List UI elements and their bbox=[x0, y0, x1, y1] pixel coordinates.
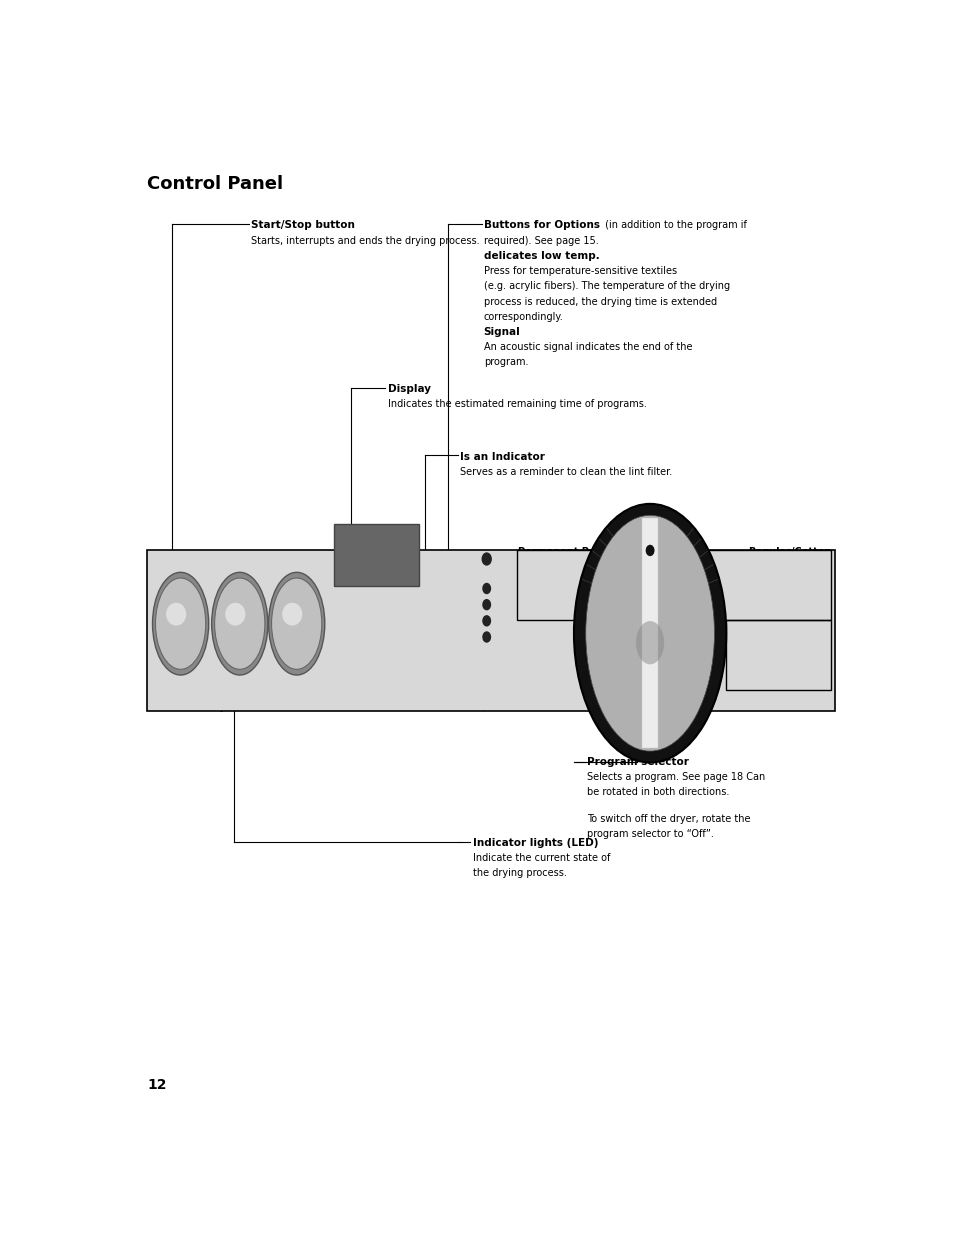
Text: 60 min: 60 min bbox=[493, 655, 524, 663]
Text: Indicate the current state of: Indicate the current state of bbox=[472, 853, 609, 863]
FancyBboxPatch shape bbox=[147, 551, 834, 711]
Text: Buttons for Options: Buttons for Options bbox=[483, 221, 599, 231]
Text: (e.g. acrylic fibers). The temperature of the drying: (e.g. acrylic fibers). The temperature o… bbox=[483, 282, 729, 291]
Text: correspondingly.: correspondingly. bbox=[483, 311, 563, 322]
Text: Is an Indicator: Is an Indicator bbox=[459, 452, 544, 462]
Text: Time Dry: Time Dry bbox=[784, 695, 830, 704]
Text: 12: 12 bbox=[147, 1078, 167, 1092]
Circle shape bbox=[482, 599, 491, 610]
Text: Press for temperature-sensitive textiles: Press for temperature-sensitive textiles bbox=[483, 266, 677, 277]
Text: 1:02: 1:02 bbox=[353, 543, 399, 563]
Text: Pause: Pause bbox=[165, 567, 192, 576]
Text: program selector to “Off”.: program selector to “Off”. bbox=[587, 829, 714, 839]
Text: Start: Start bbox=[165, 555, 187, 563]
Ellipse shape bbox=[585, 515, 714, 751]
Text: Signal: Signal bbox=[483, 327, 520, 337]
Text: required). See page 15.: required). See page 15. bbox=[483, 236, 598, 246]
Text: Drying: Drying bbox=[496, 630, 526, 638]
Text: Start/Stop button: Start/Stop button bbox=[251, 221, 355, 231]
Circle shape bbox=[482, 615, 491, 626]
Text: Wrinkle block: Wrinkle block bbox=[496, 582, 557, 590]
Text: Selects a program. See page 18 Can: Selects a program. See page 18 Can bbox=[587, 772, 764, 782]
Circle shape bbox=[175, 585, 186, 599]
Text: delicates low temp.: delicates low temp. bbox=[483, 251, 598, 261]
Text: be rotated in both directions.: be rotated in both directions. bbox=[587, 787, 729, 798]
Text: Permanent Press: Permanent Press bbox=[518, 547, 612, 557]
Text: Regular dry: Regular dry bbox=[496, 598, 548, 606]
Text: Indicates the estimated remaining time of programs.: Indicates the estimated remaining time o… bbox=[387, 399, 646, 409]
Text: Damp dry: Damp dry bbox=[474, 620, 518, 629]
Ellipse shape bbox=[636, 621, 663, 664]
Text: Starts, interrupts and ends the drying process.: Starts, interrupts and ends the drying p… bbox=[251, 236, 479, 246]
Text: Signal: Signal bbox=[288, 555, 315, 563]
Ellipse shape bbox=[214, 578, 265, 669]
Text: Indicator lights (LED): Indicator lights (LED) bbox=[472, 837, 598, 847]
Text: Serves as a reminder to clean the lint filter.: Serves as a reminder to clean the lint f… bbox=[459, 467, 672, 477]
Circle shape bbox=[482, 583, 491, 594]
Text: Regular dry: Regular dry bbox=[465, 589, 518, 599]
Text: 20 min: 20 min bbox=[546, 695, 577, 704]
Text: Display: Display bbox=[387, 384, 430, 394]
Text: Very dry: Very dry bbox=[490, 559, 528, 568]
Ellipse shape bbox=[155, 578, 206, 669]
Text: Control Panel: Control Panel bbox=[147, 175, 283, 193]
Text: Extra dry: Extra dry bbox=[680, 559, 722, 568]
Text: To switch off the dryer, rotate the: To switch off the dryer, rotate the bbox=[587, 814, 750, 824]
Text: Regular/Cotton: Regular/Cotton bbox=[747, 547, 830, 557]
FancyBboxPatch shape bbox=[641, 519, 658, 748]
Text: Program selector: Program selector bbox=[587, 757, 688, 767]
Text: Air fluff/No heat: Air fluff/No heat bbox=[684, 676, 756, 685]
Ellipse shape bbox=[282, 603, 302, 626]
Circle shape bbox=[292, 585, 301, 599]
Text: Off: Off bbox=[641, 547, 658, 557]
Text: low temp.: low temp. bbox=[226, 567, 272, 576]
Circle shape bbox=[482, 631, 491, 642]
Text: Damp dry: Damp dry bbox=[699, 655, 743, 663]
Ellipse shape bbox=[212, 572, 268, 676]
Text: Ready in: Ready in bbox=[385, 589, 418, 598]
Text: process is reduced, the drying time is extended: process is reduced, the drying time is e… bbox=[483, 296, 716, 306]
Text: An acoustic signal indicates the end of the: An acoustic signal indicates the end of … bbox=[483, 342, 692, 352]
Ellipse shape bbox=[152, 572, 209, 676]
Text: Damp dry: Damp dry bbox=[496, 614, 540, 622]
Ellipse shape bbox=[269, 572, 324, 676]
Text: program.: program. bbox=[483, 357, 528, 367]
Circle shape bbox=[234, 585, 245, 599]
FancyBboxPatch shape bbox=[334, 524, 418, 585]
Ellipse shape bbox=[166, 603, 186, 626]
Text: Lint filter: Lint filter bbox=[496, 552, 537, 561]
Text: the drying process.: the drying process. bbox=[472, 868, 566, 878]
Ellipse shape bbox=[272, 578, 321, 669]
Circle shape bbox=[645, 545, 654, 556]
Text: 40 min: 40 min bbox=[505, 676, 537, 685]
Ellipse shape bbox=[574, 504, 725, 762]
Circle shape bbox=[481, 552, 492, 566]
Text: Options: Options bbox=[211, 701, 256, 711]
Text: Regular dry: Regular dry bbox=[702, 620, 755, 629]
Text: Very dry: Very dry bbox=[699, 589, 737, 599]
Text: (in addition to the program if: (in addition to the program if bbox=[601, 221, 746, 231]
Ellipse shape bbox=[225, 603, 245, 626]
Text: Delicates: Delicates bbox=[226, 555, 269, 563]
